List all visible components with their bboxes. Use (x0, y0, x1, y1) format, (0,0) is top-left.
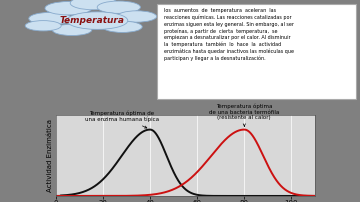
Circle shape (25, 21, 61, 31)
Circle shape (45, 2, 92, 15)
Y-axis label: Actividad Enzimática: Actividad Enzimática (47, 119, 53, 192)
Text: Temperatura óptima
de una bacteria termófila
(resistente al calor): Temperatura óptima de una bacteria termó… (209, 103, 279, 126)
Text: Temperatura óptima de
una enzima humana típica: Temperatura óptima de una enzima humana … (85, 110, 159, 128)
Text: los  aumentos  de  temperatura  aceleran  las
reacciones químicas. Las reaccione: los aumentos de temperatura aceleran las… (164, 8, 294, 61)
Circle shape (97, 1, 140, 13)
Circle shape (29, 12, 72, 25)
FancyBboxPatch shape (157, 4, 356, 99)
Circle shape (103, 21, 142, 33)
Text: Temperatura: Temperatura (59, 16, 124, 25)
Circle shape (117, 11, 157, 22)
Circle shape (70, 0, 117, 10)
Circle shape (67, 12, 128, 29)
Circle shape (52, 24, 92, 36)
